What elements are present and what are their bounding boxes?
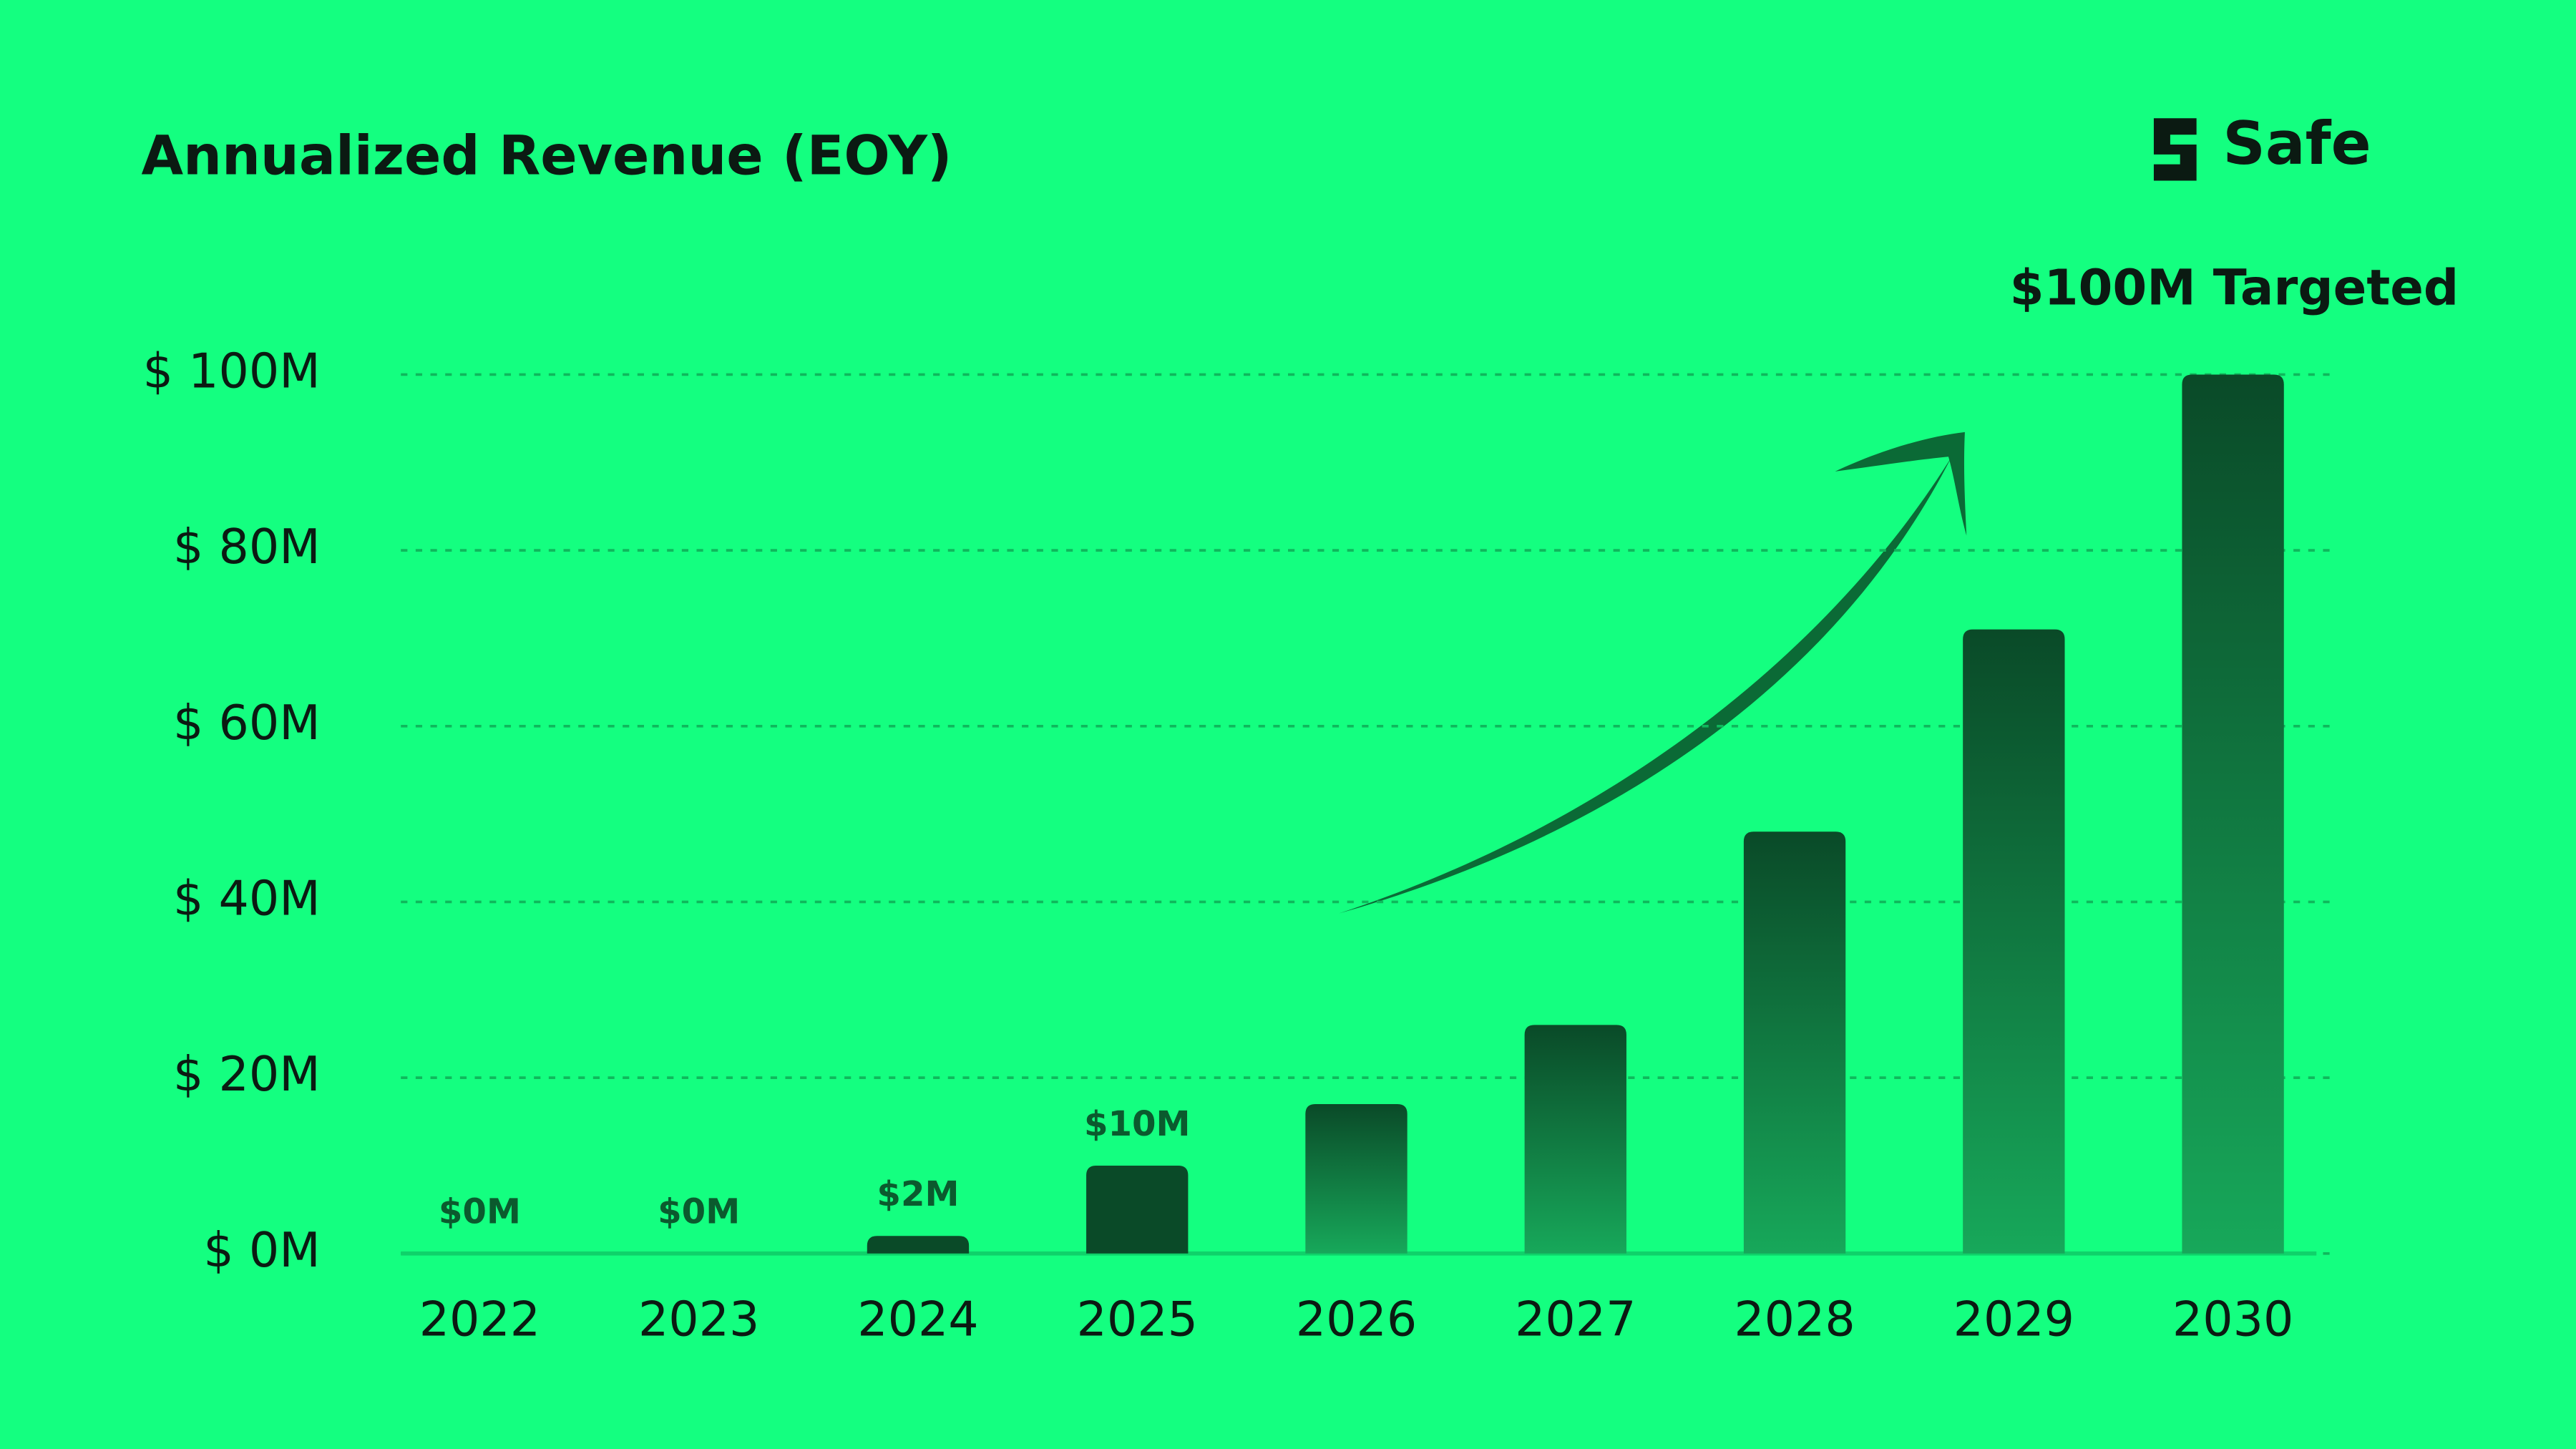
bar: [1524, 1025, 1626, 1254]
arrow-head: [1835, 431, 1967, 536]
x-tick-label: 2027: [1515, 1291, 1636, 1347]
y-tick-label: $ 40M: [173, 871, 321, 927]
y-tick-label: $ 0M: [203, 1222, 320, 1278]
x-tick-label: 2026: [1296, 1291, 1417, 1347]
y-tick-label: $ 80M: [173, 519, 321, 575]
x-tick-label: 2025: [1077, 1291, 1198, 1347]
x-tick-label: 2030: [2172, 1291, 2293, 1347]
x-tick-label: 2022: [419, 1291, 540, 1347]
chart-title: Annualized Revenue (EOY): [141, 125, 952, 187]
bar: [1305, 1103, 1407, 1254]
bar: [2182, 374, 2284, 1254]
x-tick-label: 2024: [857, 1291, 978, 1347]
growth-arrow: [1339, 431, 1967, 914]
value-label: $2M: [877, 1174, 959, 1214]
logo: Safe: [2153, 109, 2371, 181]
bar: [867, 1236, 970, 1254]
logo-text: Safe: [2223, 109, 2371, 178]
bar: [1743, 831, 1846, 1254]
y-tick-label: $ 60M: [173, 695, 321, 751]
value-label: $0M: [658, 1192, 740, 1232]
bar: [1086, 1165, 1189, 1254]
y-tick-label: $ 100M: [143, 343, 321, 399]
value-label: $0M: [439, 1192, 521, 1232]
y-tick-label: $ 20M: [173, 1046, 321, 1102]
bar: [1963, 629, 2065, 1254]
x-tick-label: 2029: [1953, 1291, 2074, 1347]
value-label: $10M: [1084, 1104, 1191, 1144]
x-tick-label: 2023: [638, 1291, 759, 1347]
annotation: $100M Targeted: [2010, 259, 2459, 316]
x-tick-label: 2028: [1734, 1291, 1855, 1347]
logo-icon: [2153, 118, 2197, 181]
